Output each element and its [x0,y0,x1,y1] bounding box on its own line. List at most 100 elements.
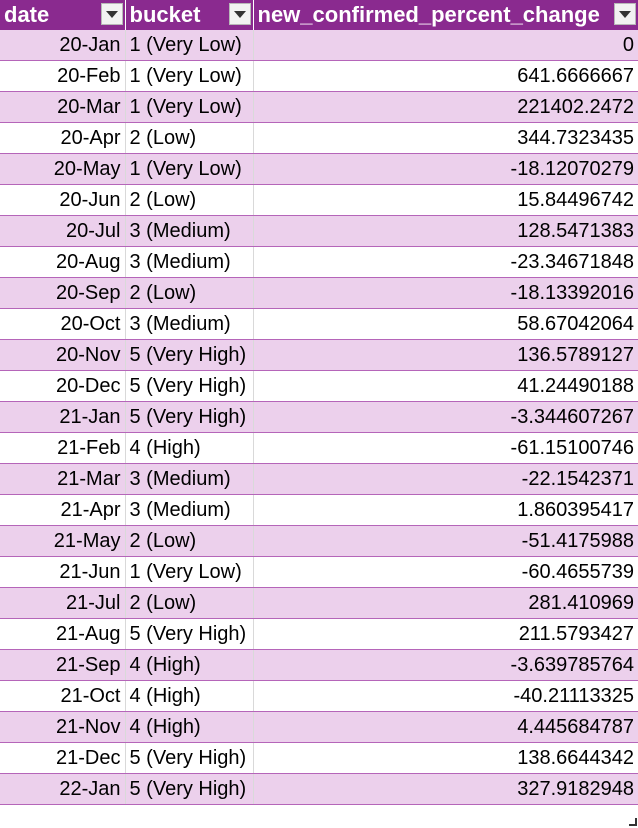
percent-change-cell[interactable]: 58.67042064 [253,308,638,340]
bucket-cell[interactable]: 4 (High) [125,432,254,464]
date-cell[interactable]: 20-Aug [0,246,126,278]
table-row: 21-Jul 2 (Low) 281.410969 [0,587,638,619]
date-cell[interactable]: 20-Nov [0,339,126,371]
date-cell[interactable]: 21-Mar [0,463,126,495]
percent-change-cell[interactable]: -51.4175988 [253,525,638,557]
percent-change-cell[interactable]: -22.1542371 [253,463,638,495]
percent-change-cell[interactable]: -23.34671848 [253,246,638,278]
column-header-new-confirmed-percent-change[interactable]: new_confirmed_percent_change [253,0,638,30]
filter-dropdown-button[interactable] [228,3,251,25]
percent-change-cell[interactable]: -40.21113325 [253,680,638,712]
date-cell[interactable]: 21-Jun [0,556,126,588]
percent-change-cell[interactable]: 327.9182948 [253,773,638,805]
percent-change-cell[interactable]: 211.5793427 [253,618,638,650]
date-cell[interactable]: 21-Aug [0,618,126,650]
percent-change-cell[interactable]: 15.84496742 [253,184,638,216]
bucket-cell[interactable]: 1 (Very Low) [125,91,254,123]
table-row: 22-Jan 5 (Very High) 327.9182948 [0,773,638,805]
percent-change-cell[interactable]: 344.7323435 [253,122,638,154]
date-cell[interactable]: 21-Jul [0,587,126,619]
table-row: 21-Dec 5 (Very High) 138.6644342 [0,742,638,774]
percent-change-cell[interactable]: -18.13392016 [253,277,638,309]
table-row: 21-Jun 1 (Very Low) -60.4655739 [0,556,638,588]
percent-change-cell[interactable]: 0 [253,30,638,61]
percent-change-cell[interactable]: -18.12070279 [253,153,638,185]
data-table: date bucket new_confirmed_percent_change… [0,0,638,805]
bucket-cell[interactable]: 2 (Low) [125,525,254,557]
date-cell[interactable]: 21-Dec [0,742,126,774]
date-cell[interactable]: 22-Jan [0,773,126,805]
bucket-cell[interactable]: 4 (High) [125,680,254,712]
date-cell[interactable]: 20-Sep [0,277,126,309]
date-cell[interactable]: 20-Dec [0,370,126,402]
filter-dropdown-button[interactable] [614,3,636,25]
date-cell[interactable]: 21-Feb [0,432,126,464]
bucket-cell[interactable]: 4 (High) [125,649,254,681]
date-cell[interactable]: 20-Oct [0,308,126,340]
column-header-bucket[interactable]: bucket [125,0,254,30]
bucket-cell[interactable]: 1 (Very Low) [125,60,254,92]
date-cell[interactable]: 21-Sep [0,649,126,681]
bucket-cell[interactable]: 2 (Low) [125,184,254,216]
filter-dropdown-button[interactable] [100,3,123,25]
percent-change-cell[interactable]: 41.24490188 [253,370,638,402]
bucket-cell[interactable]: 3 (Medium) [125,215,254,247]
date-cell[interactable]: 20-Jul [0,215,126,247]
dropdown-arrow-icon [619,11,631,18]
table-row: 21-Feb 4 (High) -61.15100746 [0,432,638,464]
date-cell[interactable]: 20-May [0,153,126,185]
percent-change-cell[interactable]: 138.6644342 [253,742,638,774]
table-row: 21-May 2 (Low) -51.4175988 [0,525,638,557]
percent-change-cell[interactable]: -60.4655739 [253,556,638,588]
table-row: 21-Sep 4 (High) -3.639785764 [0,649,638,681]
resize-grip-icon[interactable] [629,818,637,826]
column-header-date[interactable]: date [0,0,126,30]
bucket-cell[interactable]: 2 (Low) [125,277,254,309]
percent-change-cell[interactable]: 221402.2472 [253,91,638,123]
table-row: 20-Feb 1 (Very Low) 641.6666667 [0,60,638,92]
table-row: 20-Dec 5 (Very High) 41.24490188 [0,370,638,402]
percent-change-cell[interactable]: 128.5471383 [253,215,638,247]
bucket-cell[interactable]: 4 (High) [125,711,254,743]
bucket-cell[interactable]: 5 (Very High) [125,401,254,433]
bucket-cell[interactable]: 1 (Very Low) [125,30,254,61]
table-row: 20-Oct 3 (Medium) 58.67042064 [0,308,638,340]
bucket-cell[interactable]: 1 (Very Low) [125,556,254,588]
date-cell[interactable]: 20-Jan [0,30,126,61]
date-cell[interactable]: 20-Mar [0,91,126,123]
column-header-label: new_confirmed_percent_change [257,2,600,27]
table-row: 20-Jun 2 (Low) 15.84496742 [0,184,638,216]
bucket-cell[interactable]: 2 (Low) [125,122,254,154]
header-row: date bucket new_confirmed_percent_change [0,0,638,30]
date-cell[interactable]: 21-Nov [0,711,126,743]
date-cell[interactable]: 20-Jun [0,184,126,216]
bucket-cell[interactable]: 5 (Very High) [125,742,254,774]
bucket-cell[interactable]: 1 (Very Low) [125,153,254,185]
date-cell[interactable]: 20-Apr [0,122,126,154]
percent-change-cell[interactable]: -3.344607267 [253,401,638,433]
bucket-cell[interactable]: 3 (Medium) [125,463,254,495]
table-row: 20-Jan 1 (Very Low) 0 [0,30,638,61]
bucket-cell[interactable]: 5 (Very High) [125,370,254,402]
percent-change-cell[interactable]: 136.5789127 [253,339,638,371]
date-cell[interactable]: 21-May [0,525,126,557]
percent-change-cell[interactable]: 641.6666667 [253,60,638,92]
bucket-cell[interactable]: 5 (Very High) [125,339,254,371]
percent-change-cell[interactable]: -61.15100746 [253,432,638,464]
column-header-label: bucket [129,2,201,27]
percent-change-cell[interactable]: -3.639785764 [253,649,638,681]
percent-change-cell[interactable]: 1.860395417 [253,494,638,526]
date-cell[interactable]: 21-Jan [0,401,126,433]
bucket-cell[interactable]: 5 (Very High) [125,773,254,805]
bucket-cell[interactable]: 5 (Very High) [125,618,254,650]
bucket-cell[interactable]: 3 (Medium) [125,308,254,340]
date-cell[interactable]: 21-Apr [0,494,126,526]
date-cell[interactable]: 20-Feb [0,60,126,92]
percent-change-cell[interactable]: 4.445684787 [253,711,638,743]
bucket-cell[interactable]: 3 (Medium) [125,494,254,526]
table-row: 21-Nov 4 (High) 4.445684787 [0,711,638,743]
date-cell[interactable]: 21-Oct [0,680,126,712]
bucket-cell[interactable]: 3 (Medium) [125,246,254,278]
bucket-cell[interactable]: 2 (Low) [125,587,254,619]
percent-change-cell[interactable]: 281.410969 [253,587,638,619]
